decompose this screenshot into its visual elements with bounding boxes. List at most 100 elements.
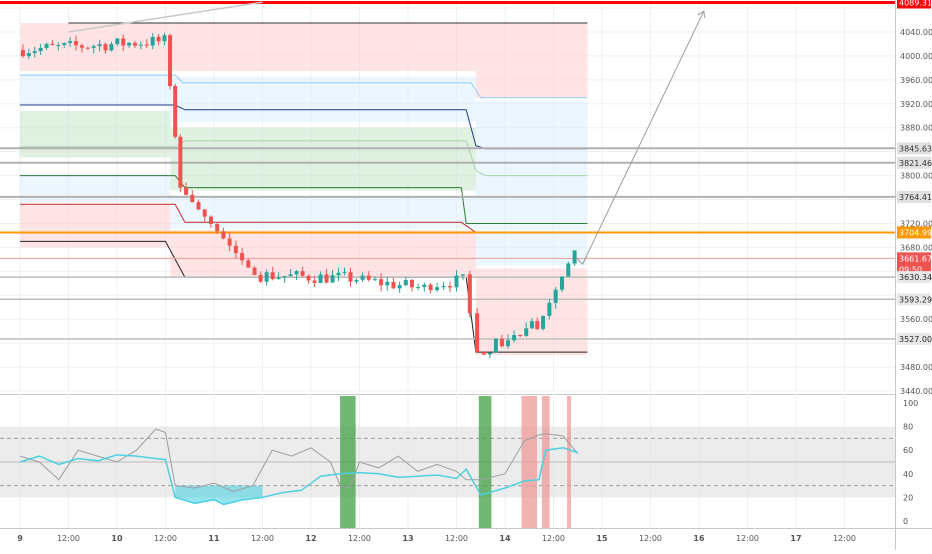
candle[interactable] xyxy=(32,46,37,58)
candle[interactable] xyxy=(481,351,486,356)
candle[interactable] xyxy=(354,278,359,285)
candle[interactable] xyxy=(173,83,178,139)
candle[interactable] xyxy=(467,270,472,318)
candle[interactable] xyxy=(348,267,353,287)
candle[interactable] xyxy=(44,42,49,51)
candle[interactable] xyxy=(435,282,440,292)
candle[interactable] xyxy=(221,227,226,240)
candle[interactable] xyxy=(428,282,433,294)
candle[interactable] xyxy=(312,275,317,288)
candle[interactable] xyxy=(529,318,534,330)
candle[interactable] xyxy=(202,208,207,223)
candle[interactable] xyxy=(156,33,161,46)
candle[interactable] xyxy=(115,38,120,47)
candle[interactable] xyxy=(541,315,546,331)
candle[interactable] xyxy=(138,41,143,50)
candle[interactable] xyxy=(208,215,213,228)
candle[interactable] xyxy=(518,334,523,338)
trend-line[interactable] xyxy=(68,1,263,33)
candle[interactable] xyxy=(294,270,299,281)
candle[interactable] xyxy=(475,307,480,353)
candle[interactable] xyxy=(318,271,323,284)
candle[interactable] xyxy=(168,33,173,90)
candle[interactable] xyxy=(178,134,183,193)
candle[interactable] xyxy=(336,267,341,282)
candle[interactable] xyxy=(121,34,126,52)
candle[interactable] xyxy=(196,199,201,211)
candle[interactable] xyxy=(360,272,365,282)
candle[interactable] xyxy=(559,276,564,293)
candle[interactable] xyxy=(74,35,79,51)
candle[interactable] xyxy=(150,33,155,50)
candle[interactable] xyxy=(391,277,396,290)
candle[interactable] xyxy=(535,317,540,331)
candle[interactable] xyxy=(103,42,108,54)
candle[interactable] xyxy=(85,46,90,50)
candle[interactable] xyxy=(324,268,329,284)
candle[interactable] xyxy=(330,269,335,283)
candle[interactable] xyxy=(133,40,138,49)
candle[interactable] xyxy=(553,286,558,309)
candle[interactable] xyxy=(506,334,511,349)
candle[interactable] xyxy=(282,276,287,283)
candle[interactable] xyxy=(184,182,189,196)
candle-body xyxy=(282,276,287,278)
candle[interactable] xyxy=(38,43,43,55)
candle[interactable] xyxy=(26,48,31,60)
candle[interactable] xyxy=(422,282,427,292)
candle[interactable] xyxy=(499,334,504,348)
candle[interactable] xyxy=(264,269,269,286)
candle[interactable] xyxy=(448,281,453,293)
candles-layer[interactable] xyxy=(20,1,706,359)
projection-arrow[interactable] xyxy=(582,10,705,265)
candle[interactable] xyxy=(493,337,498,354)
candle[interactable] xyxy=(288,268,293,277)
candle[interactable] xyxy=(190,189,195,203)
candle[interactable] xyxy=(127,41,132,48)
candle[interactable] xyxy=(372,276,377,281)
candle[interactable] xyxy=(20,44,25,58)
candle[interactable] xyxy=(240,247,245,265)
candle[interactable] xyxy=(109,41,114,52)
candle[interactable] xyxy=(385,276,390,291)
candle[interactable] xyxy=(246,258,251,268)
candle[interactable] xyxy=(300,267,305,278)
candle[interactable] xyxy=(62,42,67,49)
candle[interactable] xyxy=(487,352,492,359)
candle[interactable] xyxy=(416,283,421,291)
candle[interactable] xyxy=(144,39,149,49)
candle-body xyxy=(246,260,251,268)
candle-body xyxy=(138,44,143,46)
candle[interactable] xyxy=(403,277,408,287)
candle[interactable] xyxy=(276,272,281,280)
candle[interactable] xyxy=(379,273,384,292)
candle[interactable] xyxy=(68,37,73,47)
candle[interactable] xyxy=(572,250,577,266)
candle[interactable] xyxy=(227,233,232,252)
candle[interactable] xyxy=(252,266,257,276)
candle[interactable] xyxy=(215,223,220,234)
candle[interactable] xyxy=(97,39,102,52)
candle[interactable] xyxy=(454,270,459,292)
candle[interactable] xyxy=(409,278,414,292)
candle[interactable] xyxy=(512,330,517,343)
candle[interactable] xyxy=(258,271,263,284)
candle[interactable] xyxy=(233,240,238,259)
candle[interactable] xyxy=(162,32,167,46)
candle[interactable] xyxy=(306,274,311,284)
candle[interactable] xyxy=(270,266,275,281)
candle[interactable] xyxy=(441,282,446,290)
candle[interactable] xyxy=(566,261,571,277)
candle[interactable] xyxy=(50,39,55,46)
candle[interactable] xyxy=(397,281,402,293)
candle[interactable] xyxy=(79,43,84,53)
candle[interactable] xyxy=(524,322,529,337)
candle[interactable] xyxy=(91,44,96,54)
candle[interactable] xyxy=(460,274,465,281)
candle[interactable] xyxy=(366,271,371,282)
candle[interactable] xyxy=(56,42,61,51)
candle[interactable] xyxy=(342,267,347,276)
candle[interactable] xyxy=(547,298,552,320)
